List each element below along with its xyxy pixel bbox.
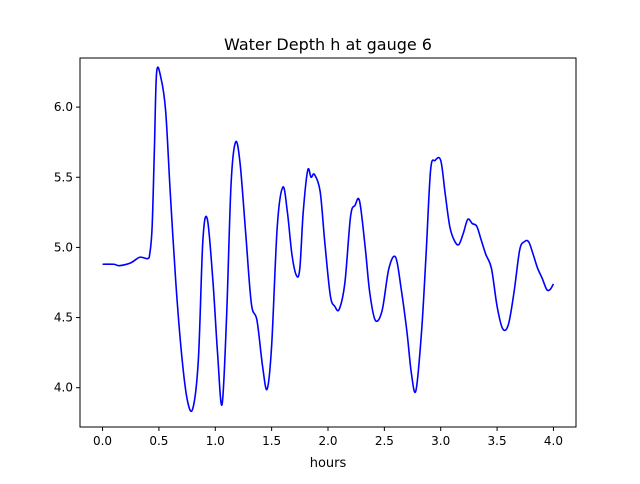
chart-title: Water Depth h at gauge 6: [224, 35, 432, 54]
y-tick-label: 6.0: [54, 100, 73, 114]
x-tick-label: 1.5: [262, 434, 281, 448]
plot-area-frame: [79, 57, 577, 428]
x-axis-label: hours: [310, 456, 347, 471]
x-tick-label: 0.5: [149, 434, 168, 448]
x-tick-label: 2.0: [318, 434, 337, 448]
x-tick-label: 0.0: [93, 434, 112, 448]
y-tick-label: 4.0: [54, 381, 73, 395]
y-tick-label: 5.0: [54, 240, 73, 254]
y-tick-label: 4.5: [54, 311, 73, 325]
x-tick-label: 2.5: [375, 434, 394, 448]
x-tick-label: 1.0: [206, 434, 225, 448]
series-layer: [102, 66, 555, 413]
y-tick-label: 5.5: [54, 170, 73, 184]
y-axis: 4.0 4.5 5.0 5.5 6.0: [54, 100, 80, 395]
x-tick-label: 3.0: [431, 434, 450, 448]
x-axis: 0.0 0.5 1.0 1.5 2.0 2.5 3.0 3.5 4.0: [93, 427, 563, 448]
x-tick-label: 4.0: [544, 434, 563, 448]
series-line: [102, 66, 555, 413]
x-tick-label: 3.5: [488, 434, 507, 448]
